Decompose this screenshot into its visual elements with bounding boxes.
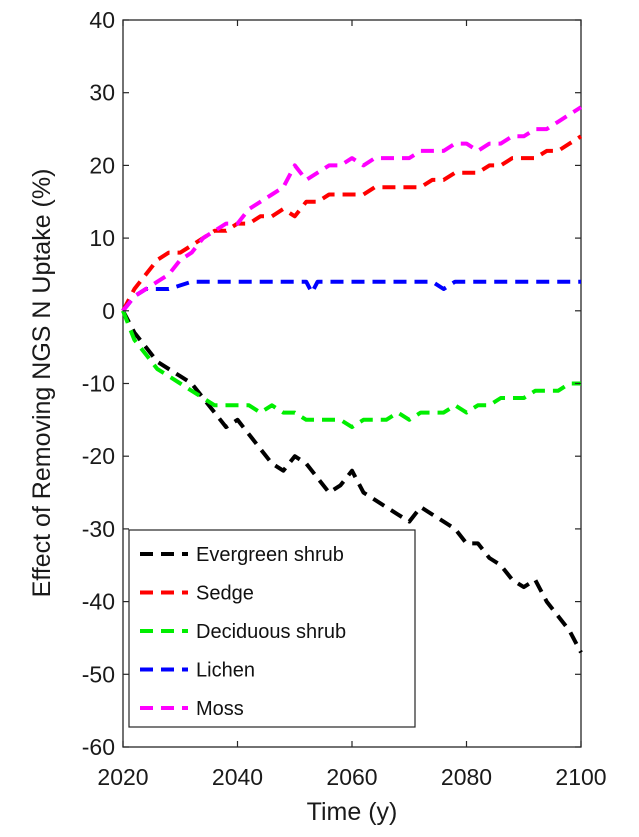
series-line-deciduous-shrub xyxy=(121,310,581,430)
y-tick-label: -20 xyxy=(82,443,115,469)
y-tick-label: -30 xyxy=(82,516,115,542)
y-tick-label: 0 xyxy=(102,298,115,324)
series-line-evergreen-shrub xyxy=(121,309,583,654)
y-tick-label: 20 xyxy=(89,152,115,178)
x-tick-label: 2060 xyxy=(326,764,377,790)
y-axis-label: Effect of Removing NGS N Uptake (%) xyxy=(28,169,56,598)
y-tick-label: 10 xyxy=(89,225,115,251)
legend-items: Evergreen shrub Sedge Deciduous shrub Liche… xyxy=(140,544,346,720)
legend: Evergreen shrub Sedge Deciduous shrub Liche… xyxy=(128,529,416,728)
legend-box xyxy=(128,529,416,728)
x-tick-label: 2020 xyxy=(97,764,148,790)
legend-label-moss: Moss xyxy=(196,698,244,720)
x-tick-label: 2040 xyxy=(212,764,263,790)
series-line-lichen xyxy=(121,279,581,313)
legend-label-evergreen-shrub: Evergreen shrub xyxy=(196,544,344,566)
x-tick-label: 2100 xyxy=(555,764,606,790)
tick-marks xyxy=(122,19,582,748)
legend-label-sedge: Sedge xyxy=(196,583,254,605)
legend-label-lichen: Lichen xyxy=(196,660,255,682)
y-tick-label: -50 xyxy=(82,661,115,687)
series-line-moss xyxy=(121,105,583,313)
legend-label-deciduous-shrub: Deciduous shrub xyxy=(196,621,346,643)
y-tick-label: 30 xyxy=(89,80,115,106)
x-axis-label: Time (y) xyxy=(307,798,398,826)
y-tick-label: 40 xyxy=(89,7,115,33)
series-layer xyxy=(121,105,583,654)
y-tick-label: -60 xyxy=(82,734,115,760)
y-tick-label: -40 xyxy=(82,589,115,615)
y-tick-label: -10 xyxy=(82,371,115,397)
x-tick-labels: 2020 2040 2060 2080 2100 xyxy=(97,764,606,790)
y-tick-labels: 40 30 20 10 0 -10 -20 -30 -40 -50 -60 xyxy=(82,7,115,760)
x-tick-label: 2080 xyxy=(441,764,492,790)
